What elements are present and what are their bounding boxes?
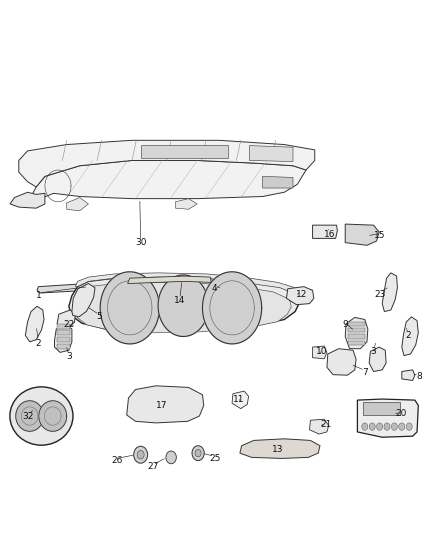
Text: 26: 26 bbox=[111, 456, 122, 465]
Polygon shape bbox=[141, 144, 228, 158]
Circle shape bbox=[195, 449, 201, 457]
Text: 8: 8 bbox=[417, 372, 422, 381]
Polygon shape bbox=[69, 277, 300, 331]
Polygon shape bbox=[202, 272, 261, 344]
Polygon shape bbox=[215, 282, 234, 293]
Polygon shape bbox=[369, 347, 386, 372]
Circle shape bbox=[369, 423, 375, 430]
Text: 1: 1 bbox=[35, 291, 41, 300]
Bar bbox=[363, 402, 399, 415]
Polygon shape bbox=[127, 386, 204, 423]
Polygon shape bbox=[345, 317, 368, 349]
Polygon shape bbox=[240, 439, 320, 458]
Polygon shape bbox=[28, 160, 306, 203]
Text: 2: 2 bbox=[406, 331, 411, 340]
Polygon shape bbox=[39, 401, 67, 431]
Polygon shape bbox=[75, 282, 291, 333]
Text: 27: 27 bbox=[147, 463, 159, 471]
Text: 21: 21 bbox=[320, 420, 331, 429]
Polygon shape bbox=[100, 272, 159, 344]
Text: 5: 5 bbox=[96, 312, 102, 321]
Polygon shape bbox=[19, 140, 315, 187]
Bar bbox=[57, 344, 70, 349]
Bar bbox=[57, 330, 70, 335]
Polygon shape bbox=[402, 370, 415, 381]
Polygon shape bbox=[54, 325, 72, 352]
Circle shape bbox=[377, 423, 383, 430]
Text: 9: 9 bbox=[343, 320, 348, 329]
Bar bbox=[348, 328, 365, 332]
Text: 25: 25 bbox=[209, 454, 220, 463]
Polygon shape bbox=[57, 310, 75, 327]
Text: 15: 15 bbox=[374, 231, 386, 240]
Polygon shape bbox=[357, 399, 418, 437]
Circle shape bbox=[384, 423, 390, 430]
Circle shape bbox=[137, 450, 144, 459]
Polygon shape bbox=[176, 199, 197, 209]
Polygon shape bbox=[313, 225, 337, 238]
Text: 4: 4 bbox=[212, 284, 217, 293]
Polygon shape bbox=[345, 224, 379, 245]
Circle shape bbox=[391, 423, 397, 430]
Polygon shape bbox=[67, 198, 88, 211]
Circle shape bbox=[134, 446, 148, 463]
Text: 20: 20 bbox=[395, 409, 406, 418]
Circle shape bbox=[192, 446, 204, 461]
Text: 23: 23 bbox=[374, 289, 386, 298]
Polygon shape bbox=[310, 419, 328, 434]
Text: 3: 3 bbox=[66, 352, 72, 361]
Text: 12: 12 bbox=[296, 289, 307, 298]
Polygon shape bbox=[72, 284, 95, 317]
Text: 22: 22 bbox=[63, 320, 74, 329]
Bar bbox=[57, 324, 70, 329]
Bar bbox=[57, 337, 70, 342]
Polygon shape bbox=[327, 349, 356, 375]
Ellipse shape bbox=[10, 387, 73, 445]
Polygon shape bbox=[25, 306, 44, 342]
Polygon shape bbox=[16, 401, 44, 431]
Polygon shape bbox=[313, 346, 327, 359]
Polygon shape bbox=[10, 192, 45, 208]
Text: 13: 13 bbox=[272, 445, 283, 454]
Text: 14: 14 bbox=[174, 296, 186, 305]
Bar bbox=[348, 341, 365, 345]
Circle shape bbox=[166, 451, 177, 464]
Polygon shape bbox=[286, 287, 314, 305]
Circle shape bbox=[362, 423, 368, 430]
Text: 32: 32 bbox=[23, 411, 34, 421]
Text: 3: 3 bbox=[371, 347, 376, 356]
Text: 17: 17 bbox=[156, 401, 167, 410]
Circle shape bbox=[399, 423, 405, 430]
Circle shape bbox=[406, 423, 412, 430]
Polygon shape bbox=[402, 317, 418, 356]
Polygon shape bbox=[158, 275, 208, 336]
Polygon shape bbox=[262, 176, 293, 188]
Text: 30: 30 bbox=[135, 238, 146, 247]
Bar bbox=[348, 334, 365, 338]
Polygon shape bbox=[232, 391, 249, 409]
Text: 10: 10 bbox=[315, 347, 327, 356]
Text: 16: 16 bbox=[324, 230, 336, 239]
Bar bbox=[348, 321, 365, 326]
Polygon shape bbox=[382, 273, 397, 312]
Text: 2: 2 bbox=[35, 339, 41, 348]
Polygon shape bbox=[127, 276, 211, 284]
Polygon shape bbox=[37, 281, 270, 293]
Text: 7: 7 bbox=[362, 368, 367, 377]
Polygon shape bbox=[250, 146, 293, 161]
Polygon shape bbox=[75, 273, 295, 293]
Text: 11: 11 bbox=[233, 394, 244, 403]
